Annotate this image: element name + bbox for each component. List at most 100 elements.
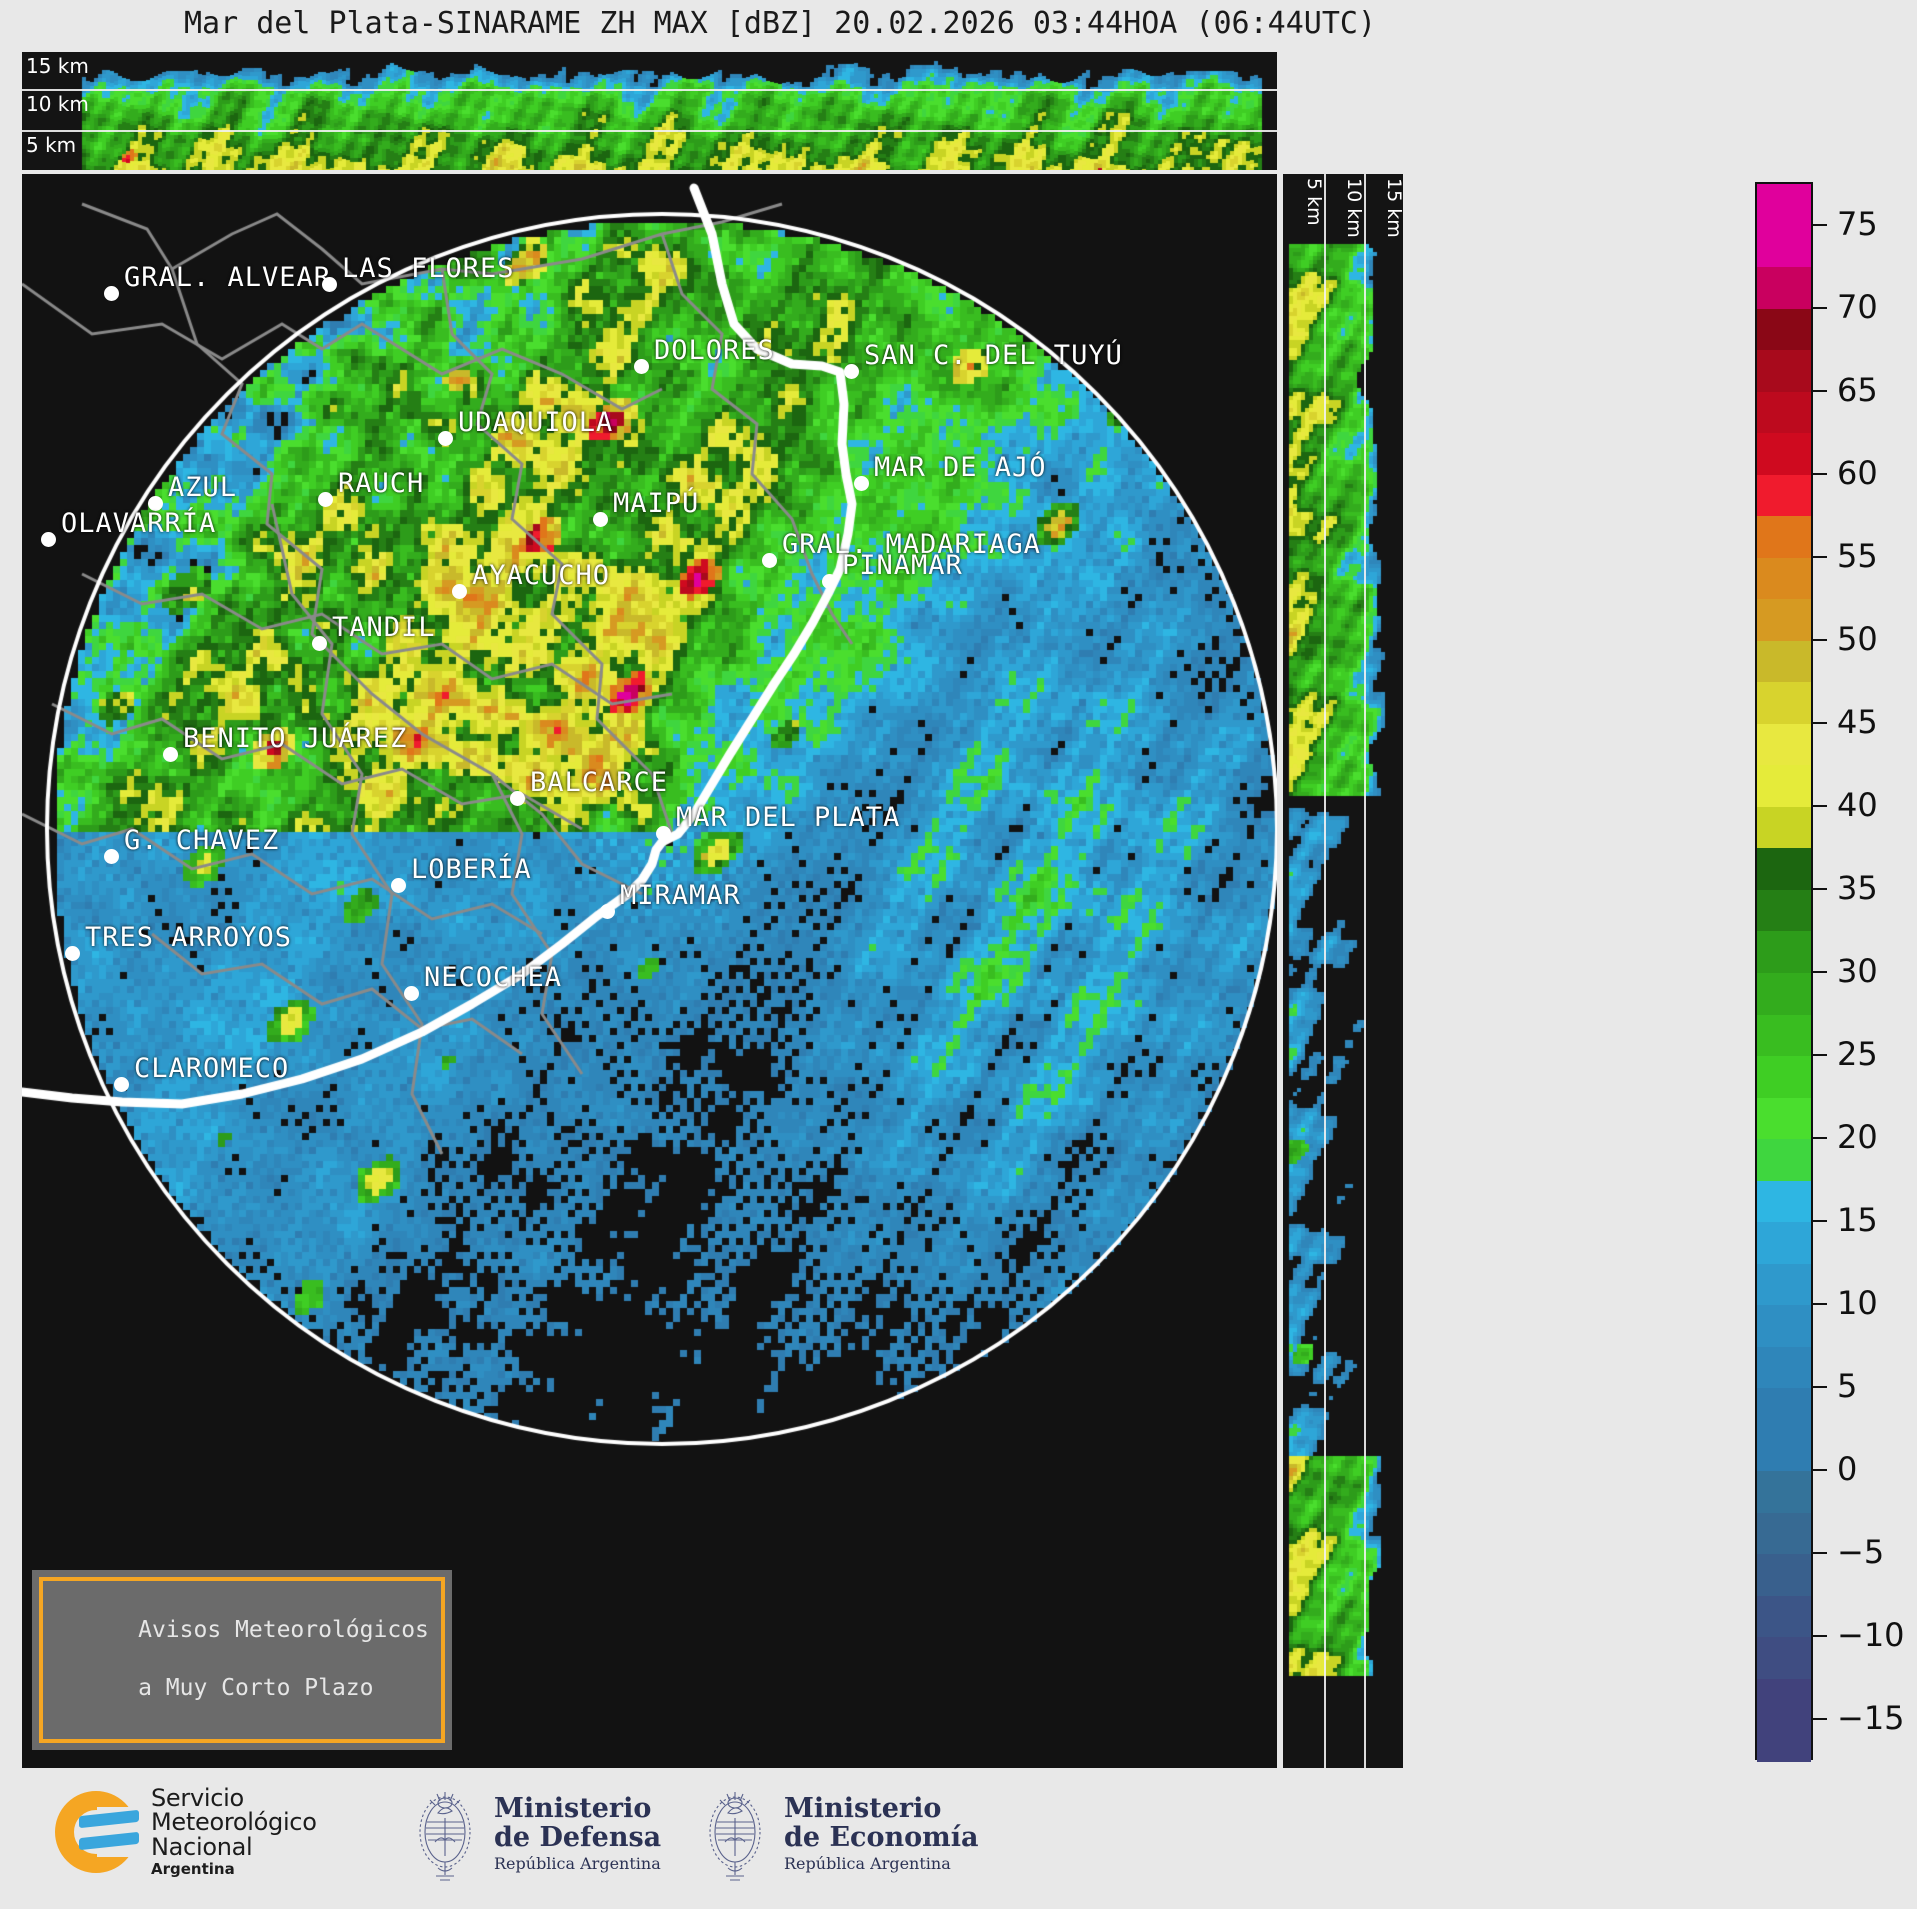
colorbar-segment	[1757, 433, 1811, 475]
colorbar-segment	[1757, 350, 1811, 392]
colorbar-segment	[1757, 1346, 1811, 1389]
colorbar-tick	[1813, 971, 1827, 973]
colorbar-segment	[1757, 1222, 1811, 1264]
height-label-15km-vertical: 15 km	[1383, 178, 1403, 238]
colorbar-segment	[1757, 1720, 1811, 1762]
warning-badge[interactable]: Avisos Meteorológicos a Muy Corto Plazo	[32, 1570, 452, 1750]
city-dot-icon	[438, 431, 453, 446]
smn-logo-mark	[55, 1790, 139, 1873]
colorbar-tick-label: −5	[1837, 1533, 1885, 1572]
height-label-15km: 15 km	[26, 54, 89, 78]
radar-map-panel[interactable]: GRAL. ALVEAR LAS FLORES DOLORES SAN C. DEL …	[22, 174, 1277, 1768]
city-label: DOLORES	[654, 335, 775, 366]
colorbar-tick-label: 35	[1837, 868, 1878, 907]
colorbar-tick	[1813, 555, 1827, 558]
colorbar: 75 70 65 60 55 50 45 40 35 30 25 20 15 10 5 0 −5 −10 −15	[1755, 182, 1905, 1762]
city-dot-icon	[104, 849, 119, 864]
colorbar-tick	[1813, 1469, 1827, 1472]
colorbar-segment	[1757, 1388, 1811, 1430]
colorbar-tick	[1813, 1552, 1827, 1555]
city-label: MAR DEL PLATA	[676, 802, 901, 833]
city-dot-icon	[114, 1077, 129, 1092]
city-label: SAN C. DEL TUYÚ	[864, 340, 1123, 371]
colorbar-segment	[1757, 599, 1811, 641]
smn-line-1: Servicio	[151, 1784, 244, 1812]
colorbar-tick	[1813, 1386, 1827, 1389]
cross-section-top-canvas	[22, 52, 1277, 170]
city-label: MIRAMAR	[620, 880, 741, 911]
city-label: PINAMAR	[842, 550, 963, 581]
economia-line-2: de Economía	[784, 1821, 979, 1853]
cross-section-right-panel: 5 km 10 km 15 km	[1283, 174, 1403, 1768]
colorbar-tick-label: 70	[1837, 287, 1878, 326]
logo-ministerio-de-economia: Ministerio de Economía República Argenti…	[700, 1780, 978, 1888]
city-label: NECOCHEA	[424, 962, 563, 993]
colorbar-tick-label: 0	[1837, 1450, 1858, 1489]
colorbar-tick-label: 5	[1837, 1367, 1858, 1406]
height-label-5km-vertical: 5 km	[1303, 178, 1325, 226]
colorbar-tick	[1813, 1220, 1827, 1223]
colorbar-tick-label: 60	[1837, 453, 1878, 492]
colorbar-segment	[1757, 1056, 1811, 1098]
colorbar-segment	[1757, 931, 1811, 973]
city-dot-icon	[634, 359, 649, 374]
city-dot-icon	[452, 584, 467, 599]
city-label: AZUL	[168, 472, 238, 503]
colorbar-segment	[1757, 391, 1811, 434]
colorbar-tick-label: 15	[1837, 1201, 1878, 1240]
argentina-coat-of-arms-icon	[419, 1792, 471, 1881]
colorbar-tick	[1813, 1635, 1827, 1638]
city-label: BENITO JUÁREZ	[183, 723, 408, 754]
colorbar-tick	[1813, 721, 1827, 724]
warning-line-1: Avisos Meteorológicos	[138, 1617, 429, 1643]
city-dot-icon	[312, 636, 327, 651]
logo-ministerio-de-defensa: Ministerio de Defensa República Argentin…	[410, 1780, 661, 1888]
city-label: G. CHAVEZ	[124, 825, 280, 856]
colorbar-tick-label: 40	[1837, 785, 1878, 824]
city-dot-icon	[318, 492, 333, 507]
city-label: GRAL. ALVEAR	[124, 262, 332, 293]
colorbar-segment	[1757, 765, 1811, 807]
colorbar-segment	[1757, 1471, 1811, 1513]
city-dot-icon	[593, 512, 608, 527]
colorbar-tick-label: −10	[1837, 1616, 1905, 1655]
city-label: TANDIL	[332, 612, 436, 643]
colorbar-tick	[1813, 1718, 1827, 1721]
colorbar-segment	[1757, 1554, 1811, 1596]
city-dot-icon	[322, 277, 337, 292]
city-label: UDAQUIOLA	[458, 407, 614, 438]
colorbar-segment	[1757, 1263, 1811, 1306]
colorbar-tick	[1813, 306, 1827, 309]
city-dot-icon	[404, 986, 419, 1001]
colorbar-tick	[1813, 1054, 1827, 1057]
defensa-line-2: de Defensa	[494, 1821, 662, 1853]
city-label: OLAVARRÍA	[61, 508, 217, 539]
city-dot-icon	[510, 791, 525, 806]
city-dot-icon	[391, 878, 406, 893]
economia-line-3: República Argentina	[784, 1853, 951, 1873]
colorbar-tick	[1813, 389, 1827, 392]
colorbar-segment	[1757, 723, 1811, 766]
city-dot-icon	[104, 286, 119, 301]
colorbar-tick-label: −15	[1837, 1699, 1905, 1738]
colorbar-segment	[1757, 640, 1811, 683]
colorbar-segment	[1757, 1305, 1811, 1347]
city-label: TRES ARROYOS	[85, 922, 293, 953]
colorbar-segment	[1757, 1180, 1811, 1223]
defensa-line-1: Ministerio	[494, 1793, 652, 1825]
colorbar-tick	[1813, 804, 1827, 807]
smn-line-3: Nacional	[151, 1832, 253, 1861]
logo-servicio-meteorologico-nacional: Servicio Meteorológico Nacional Argentin…	[55, 1786, 317, 1878]
footer-logos: Servicio Meteorológico Nacional Argentin…	[0, 1772, 1917, 1909]
height-gridline-5km	[22, 130, 1277, 132]
warning-line-2: a Muy Corto Plazo	[138, 1674, 374, 1701]
city-dot-icon	[65, 946, 80, 961]
cross-section-top-panel: 15 km 10 km 5 km	[22, 52, 1277, 170]
city-label: CLAROMECO	[134, 1053, 290, 1084]
colorbar-segment	[1757, 1139, 1811, 1181]
colorbar-tick	[1813, 472, 1827, 475]
colorbar-segment	[1757, 848, 1811, 890]
smn-line-4: Argentina	[151, 1860, 235, 1879]
city-dot-icon	[854, 476, 869, 491]
colorbar-tick	[1813, 638, 1827, 641]
